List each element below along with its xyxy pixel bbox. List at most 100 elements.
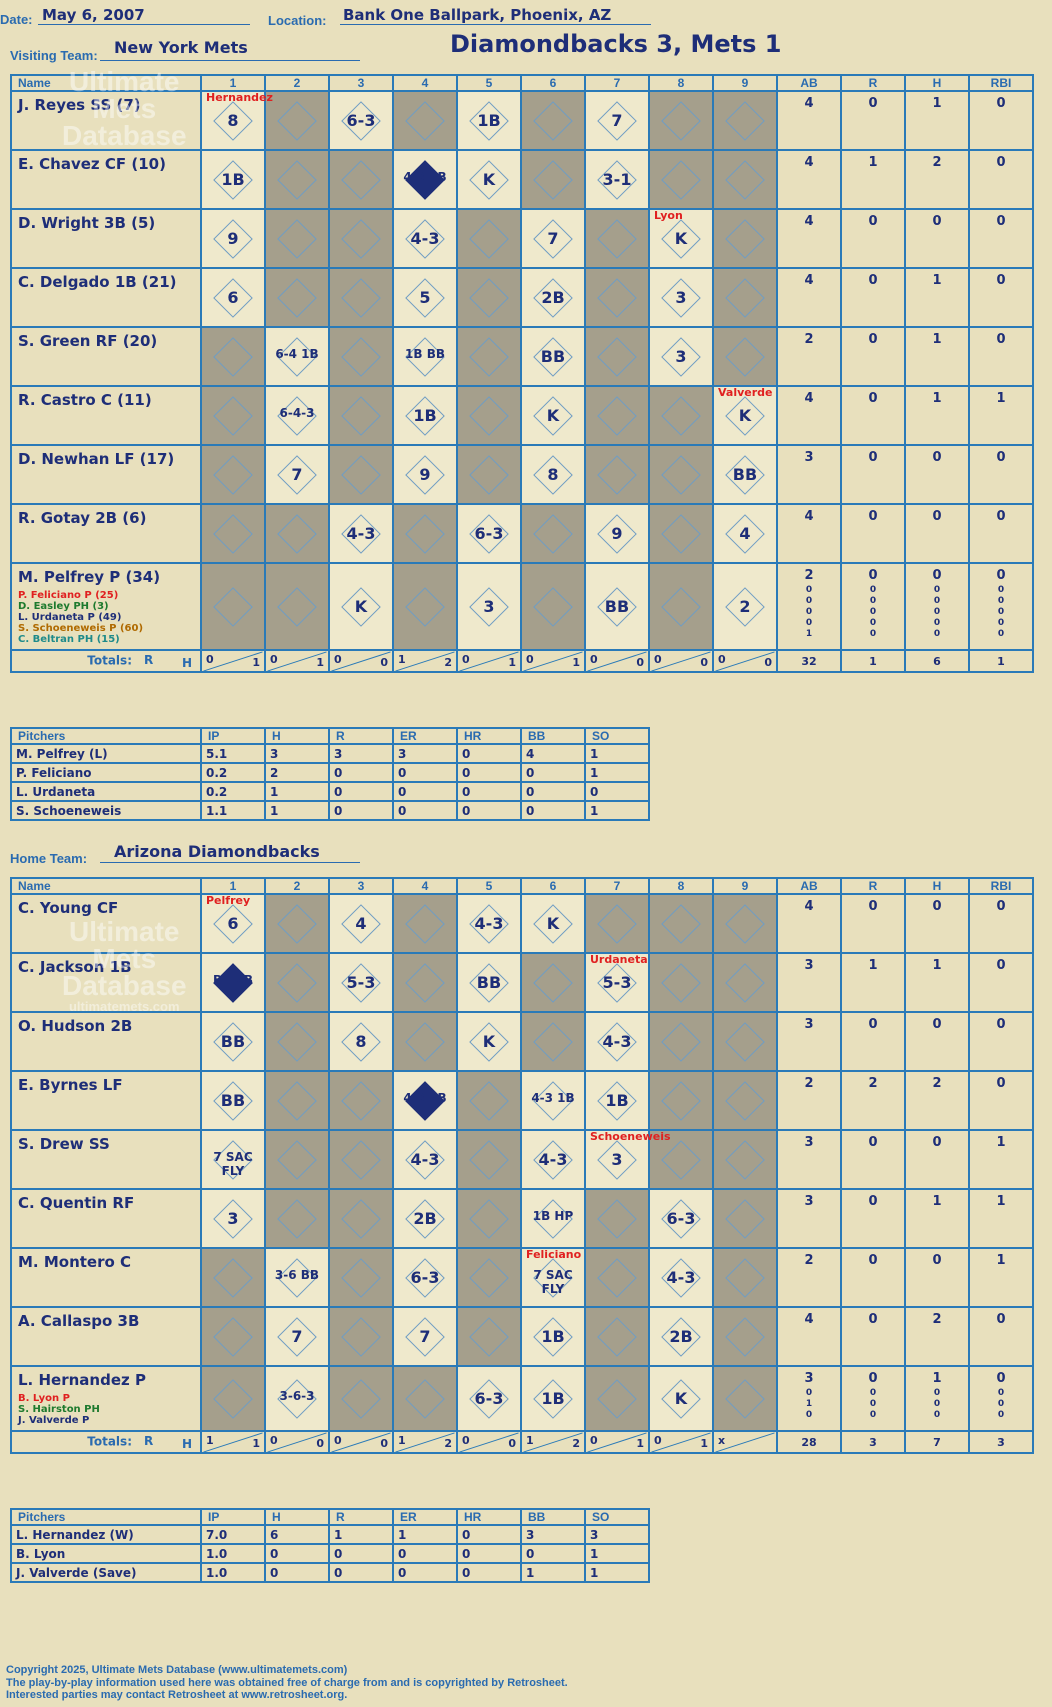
total-r: 3: [840, 1430, 906, 1454]
batter-stat-h: 0: [904, 1247, 970, 1308]
base-diamond: [469, 336, 509, 377]
at-bat-cell: [584, 326, 650, 387]
at-bat-cell: 3-6 BB: [264, 1247, 330, 1308]
batter-stat-value: 0: [868, 1371, 878, 1386]
batter-name: C. Quentin RF: [10, 1188, 202, 1249]
at-bat-cell: [392, 90, 458, 151]
at-bat-cell: 3 Schoeneweis: [584, 1129, 671, 1190]
batter-stat-value: 1: [868, 958, 878, 973]
batter-stat-value: 0: [996, 450, 1006, 465]
pitcher-stat: 0: [456, 1562, 522, 1583]
inning-hits: 2: [444, 656, 452, 669]
substitute-stat: 0: [933, 585, 941, 595]
base-diamond: [277, 100, 317, 141]
location-value: Bank One Ballpark, Phoenix, AZ: [343, 6, 612, 24]
pitcher-row: L. Hernandez (W) 7.0 6 1 1 0 3 3: [10, 1524, 650, 1545]
at-bat-cell: [712, 267, 778, 328]
pitcher-stat: 1.1: [200, 800, 266, 821]
total-r: 1: [840, 649, 906, 673]
batter-stat-value: 2: [804, 1076, 814, 1091]
pitcher-column-header: H: [264, 727, 330, 745]
substitute-stat: 0: [997, 596, 1005, 606]
batter-stat-value: 4: [804, 155, 814, 170]
base-diamond: [661, 1080, 701, 1121]
batter-stat-rbi: 1: [968, 1129, 1034, 1190]
batter-stat-r: 0: [840, 1129, 906, 1190]
batter-stat-value: 2: [804, 332, 814, 347]
base-diamond: [405, 1021, 445, 1062]
inning-runs: 1: [398, 1434, 406, 1447]
at-bat-cell: 4: [712, 503, 778, 564]
at-bat-result: 1B BB: [405, 346, 445, 361]
base-diamond: [213, 454, 253, 495]
at-bat-cell: [328, 149, 394, 210]
column-header-stat: H: [904, 877, 970, 895]
at-bat-cell: [328, 1365, 394, 1432]
batter-stat-rbi: 1: [968, 1247, 1034, 1308]
at-bat-result: 1B HP: [532, 1208, 574, 1223]
pitcher-stat: 7.0: [200, 1524, 266, 1545]
at-bat-result: 9: [227, 228, 239, 248]
pitcher-stat: 4: [520, 743, 586, 764]
inning-runs: 0: [462, 653, 470, 666]
batter-name-text: D. Wright 3B (5): [18, 214, 156, 232]
base-diamond: [597, 336, 637, 377]
column-header-name: Name: [10, 74, 202, 92]
batter-name-text: O. Hudson 2B: [18, 1017, 133, 1035]
base-diamond: [405, 586, 445, 627]
batter-stat-value: 0: [996, 1076, 1006, 1091]
at-bat-result: 6: [227, 287, 239, 307]
hits-key: H: [181, 656, 192, 670]
at-bat-cell: [712, 1247, 778, 1308]
column-header-inning: 6: [520, 877, 586, 895]
column-header-inning: 8: [648, 74, 714, 92]
substitute-stat: 0: [869, 585, 877, 595]
batter-stat-r: 0: [840, 503, 906, 564]
total-ab: 32: [776, 649, 842, 673]
at-bat-cell: [264, 90, 330, 151]
at-bat-cell: 1B: [520, 1306, 586, 1367]
at-bat-cell: [584, 267, 650, 328]
substitute-stat: 0: [933, 1410, 941, 1420]
date-label: Date:: [0, 12, 33, 27]
batter-stat-value: 0: [932, 450, 942, 465]
pitcher-column-header: H: [264, 1508, 330, 1526]
column-header-name: Name: [10, 877, 202, 895]
pitcher-stat: 0.2: [200, 781, 266, 802]
at-bat-result: 1B: [541, 1388, 565, 1408]
base-diamond: [725, 962, 765, 1003]
pitcher-stat: 1: [584, 1562, 650, 1583]
at-bat-cell: [584, 385, 650, 446]
batter-stat-value: 4: [804, 1312, 814, 1327]
at-bat-result: 7: [291, 464, 303, 484]
at-bat-result: 6-3: [410, 1267, 440, 1287]
batter-name-text: R. Castro C (11): [18, 391, 152, 409]
batter-stat-value: 2: [932, 155, 942, 170]
at-bat-cell: [264, 267, 330, 328]
at-bat-result: BB: [476, 972, 502, 992]
base-diamond: [213, 395, 253, 436]
pitcher-stat: 0: [520, 1543, 586, 1564]
base-diamond: [277, 962, 317, 1003]
batter-name: M. Montero C: [10, 1247, 202, 1308]
batter-stat-value: 1: [932, 391, 942, 406]
batter-stat-r: 0: [840, 1306, 906, 1367]
at-bat-result: 2B: [541, 287, 565, 307]
at-bat-result: BB: [220, 1031, 246, 1051]
at-bat-cell: [456, 1306, 522, 1367]
inning-runs: 0: [654, 1434, 662, 1447]
base-diamond: [597, 1378, 637, 1419]
base-diamond: [661, 962, 701, 1003]
at-bat-cell: [520, 503, 586, 564]
at-bat-cell: 6: [200, 267, 266, 328]
at-bat-cell: 1B: [584, 1070, 650, 1131]
inning-total: x: [712, 1430, 778, 1454]
batter-name: R. Gotay 2B (6): [10, 503, 202, 564]
batter-stat-h: 0: [904, 1129, 970, 1190]
at-bat-result: 8: [355, 1031, 367, 1051]
